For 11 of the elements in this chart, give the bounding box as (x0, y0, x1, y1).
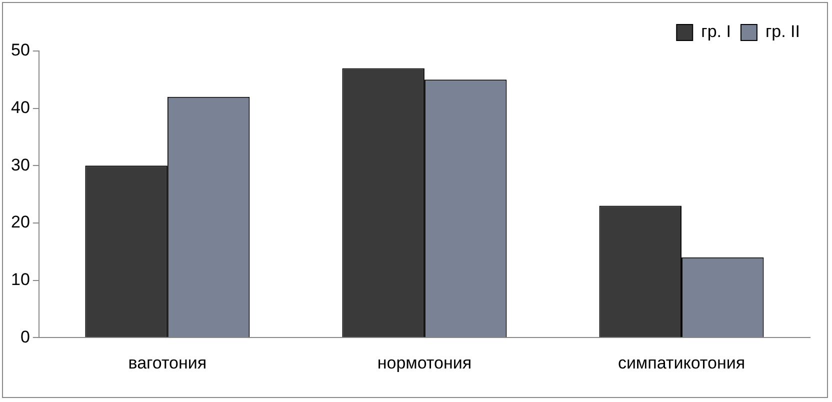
y-tick-label: 0 (20, 327, 30, 346)
x-tick-label: ваготония (128, 353, 207, 372)
y-tick-label: 30 (10, 155, 30, 174)
y-tick-label: 40 (10, 98, 30, 118)
legend-label: гр. I (701, 22, 731, 42)
x-tick-label: нормотония (377, 353, 472, 372)
y-tick-label: 20 (10, 212, 30, 232)
y-tick-label: 10 (10, 270, 30, 289)
y-tick-label: 50 (10, 40, 30, 60)
x-tick-label: симпатикотония (618, 353, 746, 372)
legend-label: гр. II (765, 22, 800, 42)
